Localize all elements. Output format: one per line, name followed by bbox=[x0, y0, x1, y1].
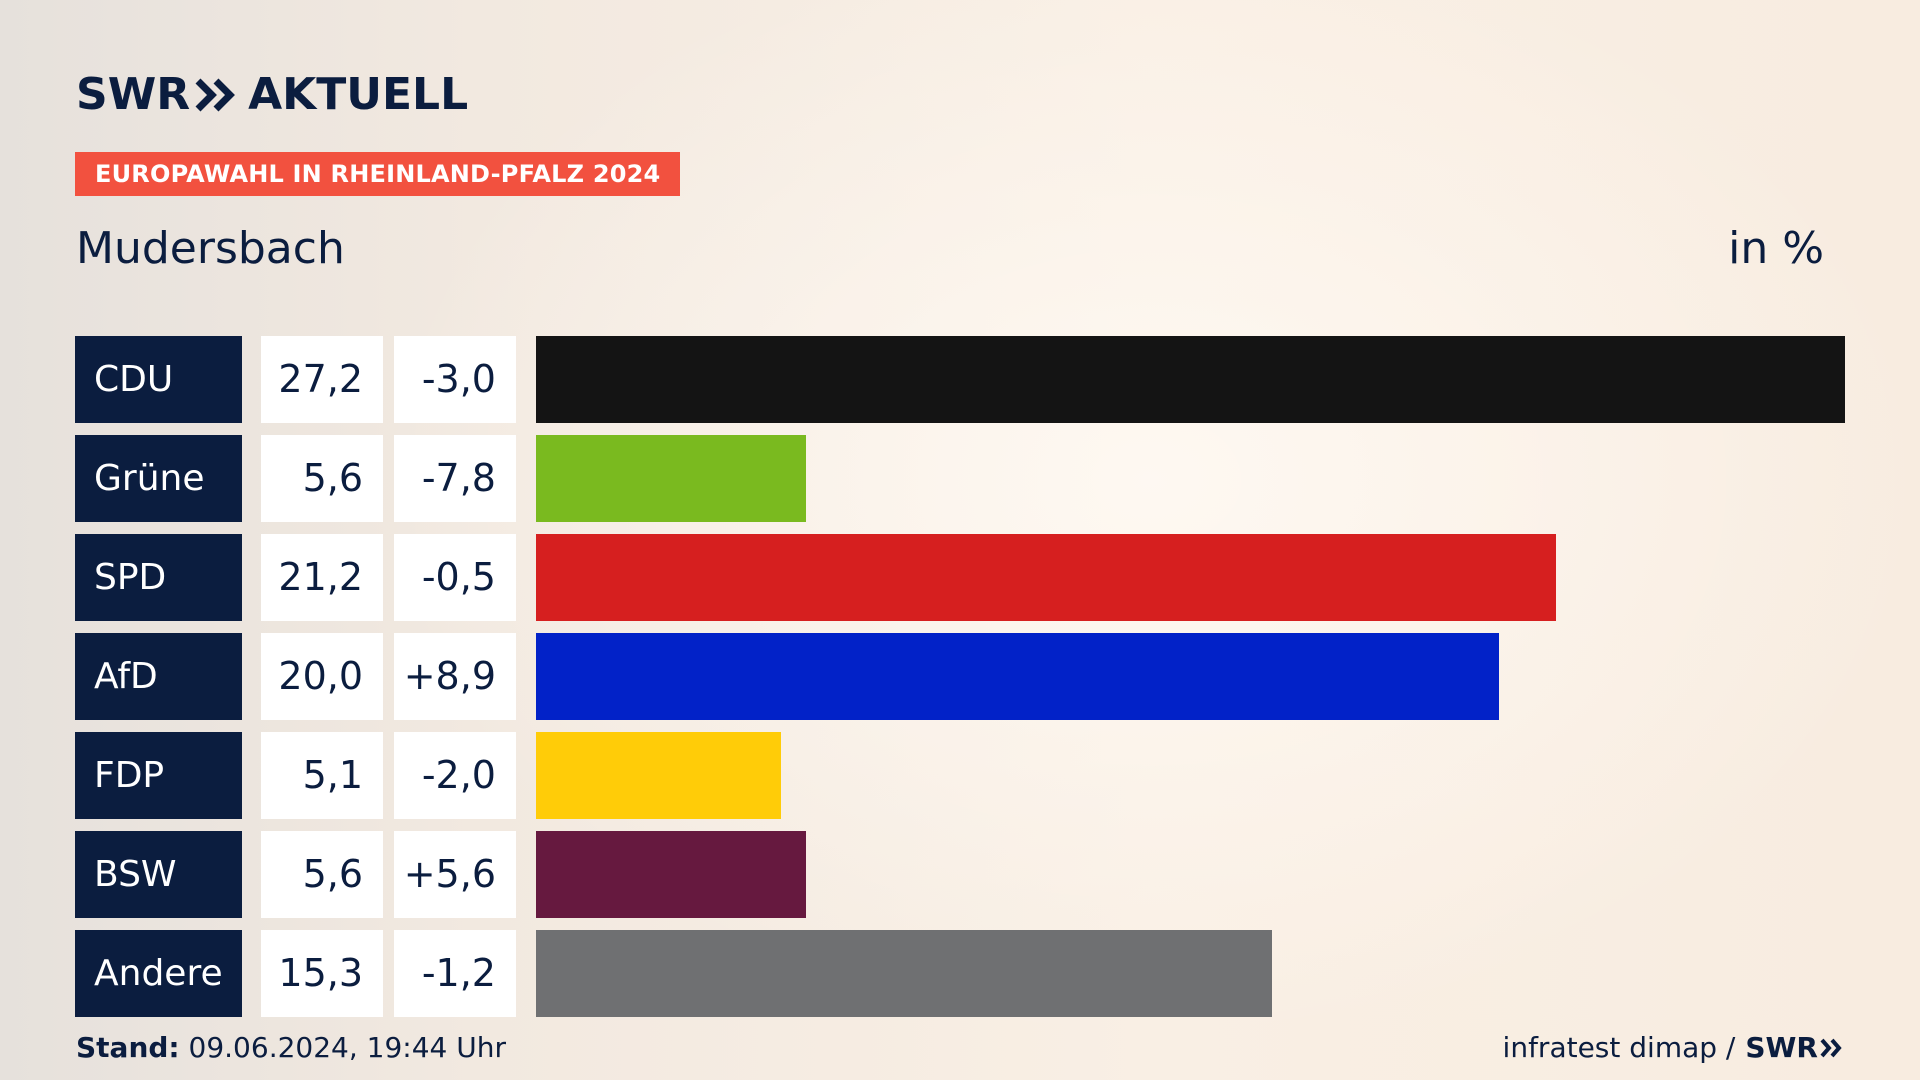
result-row: CDU 27,2 -3,0 bbox=[75, 336, 1845, 423]
double-chevron-icon bbox=[1820, 1038, 1842, 1058]
timestamp: Stand: 09.06.2024, 19:44 Uhr bbox=[76, 1030, 506, 1066]
vote-share-label: 15,3 bbox=[261, 930, 383, 1017]
source-brand-text: SWR bbox=[1745, 1031, 1818, 1064]
change-label: -7,8 bbox=[394, 435, 516, 522]
swr-aktuell-logo: SWR AKTUELL bbox=[76, 70, 468, 120]
result-row: Andere 15,3 -1,2 bbox=[75, 930, 1845, 1017]
change-label: -3,0 bbox=[394, 336, 516, 423]
result-bar bbox=[536, 336, 1845, 423]
change-label: -2,0 bbox=[394, 732, 516, 819]
party-label: Grüne bbox=[75, 435, 242, 522]
place-title: Mudersbach bbox=[76, 223, 345, 274]
change-label: -0,5 bbox=[394, 534, 516, 621]
source-text: infratest dimap / bbox=[1502, 1031, 1736, 1064]
result-bar bbox=[536, 930, 1273, 1017]
change-label: +8,9 bbox=[394, 633, 516, 720]
vote-share-label: 21,2 bbox=[261, 534, 383, 621]
double-chevron-icon bbox=[195, 78, 236, 112]
vote-share-label: 20,0 bbox=[261, 633, 383, 720]
result-bar bbox=[536, 732, 782, 819]
timestamp-label: Stand: bbox=[76, 1031, 180, 1064]
party-label: FDP bbox=[75, 732, 242, 819]
result-bar bbox=[536, 534, 1557, 621]
vote-share-label: 27,2 bbox=[261, 336, 383, 423]
change-label: -1,2 bbox=[394, 930, 516, 1017]
logo-aktuell-text: AKTUELL bbox=[248, 69, 469, 120]
unit-label: in % bbox=[1728, 223, 1824, 274]
logo-swr-text: SWR bbox=[76, 69, 191, 120]
source-brand: SWR bbox=[1745, 1030, 1844, 1066]
result-row: AfD 20,0 +8,9 bbox=[75, 633, 1845, 720]
source-credit: infratest dimap / SWR bbox=[1503, 1030, 1844, 1066]
timestamp-value: 09.06.2024, 19:44 Uhr bbox=[188, 1031, 506, 1064]
vote-share-label: 5,6 bbox=[261, 831, 383, 918]
result-row: BSW 5,6 +5,6 bbox=[75, 831, 1845, 918]
result-bar bbox=[536, 831, 806, 918]
result-bar bbox=[536, 435, 806, 522]
vote-share-label: 5,1 bbox=[261, 732, 383, 819]
result-bar bbox=[536, 633, 1499, 720]
party-label: AfD bbox=[75, 633, 242, 720]
party-label: BSW bbox=[75, 831, 242, 918]
party-label: SPD bbox=[75, 534, 242, 621]
party-label: Andere bbox=[75, 930, 242, 1017]
result-row: SPD 21,2 -0,5 bbox=[75, 534, 1845, 621]
party-label: CDU bbox=[75, 336, 242, 423]
vote-share-label: 5,6 bbox=[261, 435, 383, 522]
result-row: Grüne 5,6 -7,8 bbox=[75, 435, 1845, 522]
change-label: +5,6 bbox=[394, 831, 516, 918]
election-tag: EUROPAWAHL IN RHEINLAND-PFALZ 2024 bbox=[75, 152, 681, 196]
result-row: FDP 5,1 -2,0 bbox=[75, 732, 1845, 819]
